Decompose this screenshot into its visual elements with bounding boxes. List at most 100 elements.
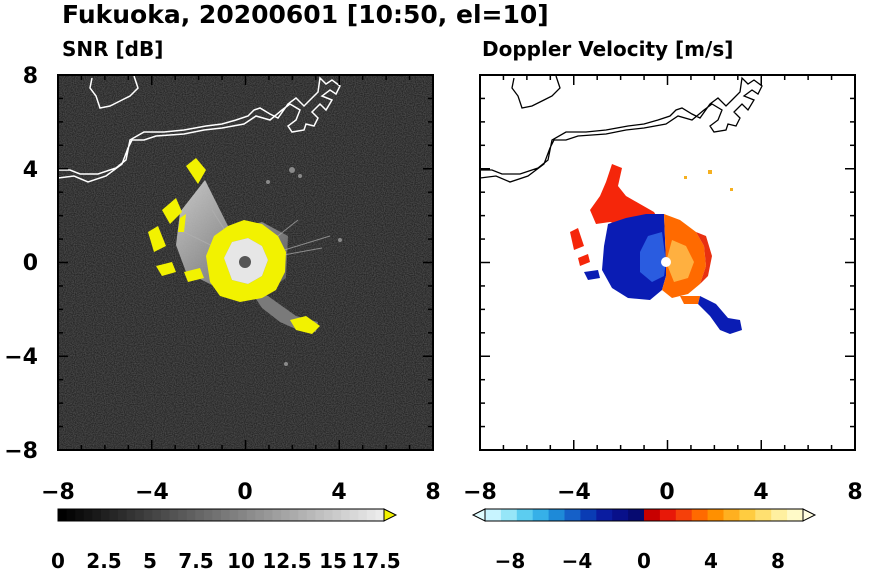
snr-colorbar-cell (100, 509, 110, 521)
snr-colorbar (57, 508, 398, 522)
snr-colorbar-cell (366, 509, 376, 521)
snr-coastline (58, 76, 341, 183)
doppler-colorbar-label: 8 (771, 549, 785, 570)
doppler-colorbar-label: 0 (637, 549, 651, 570)
doppler-colorbar-cell (485, 509, 502, 521)
snr-colorbar-cell (315, 509, 325, 521)
doppler-colorbar-cell (707, 509, 724, 521)
doppler-colorbar-cell (532, 509, 550, 521)
doppler-colorbar-cell (644, 509, 661, 521)
doppler-colorbar-cell (580, 509, 597, 521)
doppler-colorbar-cell (659, 509, 677, 521)
doppler-colorbar-labels: −8 −4 0 4 8 (495, 549, 785, 570)
doppler-x-tick-labels: −8 −4 0 4 8 (463, 480, 863, 505)
snr-colorbar-cell (221, 509, 231, 521)
snr-colorbar-cell (349, 509, 359, 521)
doppler-colorbar-cell (787, 509, 804, 521)
snr-panel (57, 74, 434, 451)
snr-colorbar-label: 15 (319, 549, 347, 570)
snr-y-tick-labels: 8 4 0 −4 −8 (4, 64, 38, 464)
doppler-colorbar-label: 4 (704, 549, 718, 570)
snr-colorbar-extend-arrow (383, 508, 398, 522)
doppler-coastline (480, 76, 763, 183)
doppler-colorbar-cell (691, 509, 709, 521)
snr-colorbar-cell (58, 509, 68, 521)
doppler-colorbar (471, 508, 817, 522)
snr-echo (58, 75, 342, 366)
snr-colorbar-cell (289, 509, 299, 521)
doppler-colorbar-label: −8 (495, 549, 526, 570)
snr-colorbar-cell (83, 509, 93, 521)
snr-colorbar-cell (375, 509, 385, 521)
panel-title-doppler: Doppler Velocity [m/s] (482, 37, 733, 61)
snr-colorbar-cell (306, 509, 316, 521)
doppler-x-tick-label: 0 (659, 480, 674, 505)
snr-colorbar-cell (143, 509, 153, 521)
doppler-colorbar-cell (675, 509, 693, 521)
doppler-colorbar-frame (484, 508, 804, 522)
doppler-colorbar-label: −4 (562, 549, 593, 570)
snr-colorbar-cell (229, 509, 239, 521)
snr-colorbar-cell (186, 509, 196, 521)
snr-axis-ticks (57, 74, 434, 451)
snr-colorbar-cell (118, 509, 128, 521)
doppler-colorbar-cell (739, 509, 756, 521)
snr-colorbar-cell (75, 509, 85, 521)
snr-colorbar-label: 7.5 (178, 549, 213, 570)
snr-colorbar-frame (57, 508, 385, 522)
snr-colorbar-cell (109, 509, 119, 521)
snr-colorbar-cell (246, 509, 256, 521)
doppler-colorbar-cell (771, 509, 788, 521)
snr-colorbar-cell (255, 509, 265, 521)
doppler-panel (479, 74, 856, 451)
doppler-x-tick-label: 8 (847, 480, 862, 505)
snr-colorbar-cell (323, 509, 334, 521)
doppler-colorbar-cell (612, 509, 629, 521)
doppler-colorbar-cell (564, 509, 581, 521)
snr-colorbar-cell (135, 509, 145, 521)
snr-x-tick-label: −4 (135, 480, 169, 505)
snr-colorbar-label: 0 (51, 549, 65, 570)
snr-y-tick-label: 4 (23, 158, 38, 183)
snr-colorbar-cell (281, 509, 291, 521)
snr-colorbar-cell (358, 509, 368, 521)
snr-colorbar-cell (126, 509, 136, 521)
snr-colorbar-cell (298, 509, 308, 521)
snr-colorbar-cell (212, 509, 222, 521)
panel-title-snr: SNR [dB] (62, 37, 163, 61)
snr-y-tick-label: 0 (23, 251, 38, 276)
snr-strong-ring (206, 220, 286, 302)
snr-colorbar-cell (92, 509, 102, 521)
doppler-colorbar-cell (596, 509, 613, 521)
doppler-colorbar-cell (723, 509, 740, 521)
snr-colorbar-label: 12.5 (262, 549, 311, 570)
snr-y-tick-label: 8 (23, 64, 38, 89)
doppler-axis-ticks (479, 74, 856, 451)
doppler-colorbar-cell (548, 509, 565, 521)
snr-x-tick-label: 8 (425, 480, 440, 505)
snr-colorbar-cell (272, 509, 282, 521)
snr-colorbar-cell (263, 509, 273, 521)
snr-colorbar-label: 5 (143, 549, 157, 570)
doppler-colorbar-cell (628, 509, 645, 521)
doppler-x-tick-label: 4 (753, 480, 768, 505)
doppler-colorbar-cell (516, 509, 534, 521)
snr-y-tick-label: −4 (4, 345, 38, 370)
snr-colorbar-label: 10 (227, 549, 255, 570)
snr-colorbar-cell (203, 509, 213, 521)
snr-colorbar-cell (332, 509, 342, 521)
snr-y-tick-label: −8 (4, 439, 38, 464)
snr-colorbar-cell (66, 509, 76, 521)
snr-colorbar-cell (238, 509, 248, 521)
doppler-colorbar-extend-left (471, 508, 486, 522)
snr-colorbar-cell (152, 509, 162, 521)
snr-colorbar-cell (160, 509, 171, 521)
snr-colorbar-label: 2.5 (86, 549, 121, 570)
snr-x-tick-label: 0 (237, 480, 252, 505)
doppler-colorbar-extend-right (802, 508, 817, 522)
snr-x-tick-label: −8 (41, 480, 75, 505)
snr-colorbar-labels: 0 2.5 5 7.5 10 12.5 15 17.5 (51, 549, 401, 570)
snr-colorbar-cell (341, 509, 351, 521)
doppler-echo (480, 75, 763, 334)
snr-x-tick-labels: −8 −4 0 4 8 (41, 480, 441, 505)
